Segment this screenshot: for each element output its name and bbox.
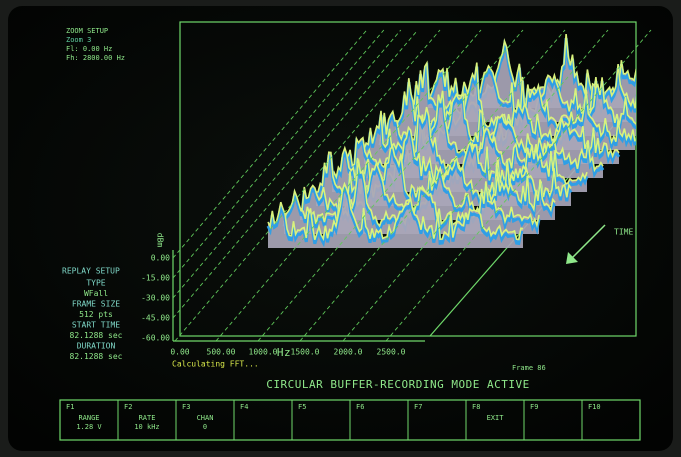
perspective-guide bbox=[174, 29, 441, 342]
items: 82.1288 sec bbox=[70, 352, 123, 361]
time-arrow bbox=[569, 224, 606, 261]
perspective-guide bbox=[299, 29, 566, 342]
lines: 0 bbox=[203, 423, 207, 431]
fh: Fh: 2800.00 Hz bbox=[66, 54, 125, 62]
x-labels: 1000.0 bbox=[249, 348, 278, 357]
key: F1 bbox=[66, 403, 74, 411]
y-labels: -60.00 bbox=[141, 334, 170, 343]
key: F7 bbox=[414, 403, 422, 411]
key: F2 bbox=[124, 403, 132, 411]
perspective-guide bbox=[172, 29, 368, 259]
x-labels: 1500.0 bbox=[291, 348, 320, 357]
zoom: Zoom 3 bbox=[66, 36, 91, 44]
items: TYPE bbox=[86, 279, 105, 288]
title: REPLAY SETUP bbox=[62, 267, 120, 276]
key: F5 bbox=[298, 403, 306, 411]
y-labels: -45.00 bbox=[141, 314, 170, 323]
y-unit: dBm bbox=[156, 233, 165, 248]
perspective-guide bbox=[172, 29, 402, 299]
items: WFall bbox=[84, 289, 108, 298]
waterfall-trace bbox=[267, 181, 524, 242]
y-labels: -15.00 bbox=[141, 274, 170, 283]
time-label: TIME bbox=[614, 228, 633, 237]
function-key[interactable] bbox=[581, 399, 641, 441]
waterfall bbox=[266, 34, 636, 248]
items: 82.1288 sec bbox=[70, 331, 123, 340]
perspective-guide bbox=[342, 29, 609, 342]
x-labels: 0.00 bbox=[170, 348, 189, 357]
key: F8 bbox=[472, 403, 480, 411]
title: ZOOM SETUP bbox=[66, 27, 108, 35]
mode: CIRCULAR BUFFER-RECORDING MODE ACTIVE bbox=[266, 378, 530, 391]
key: F10 bbox=[588, 403, 601, 411]
status: Calculating FFT... bbox=[172, 360, 259, 369]
x-unit: Hz bbox=[277, 346, 291, 359]
perspective-guide bbox=[172, 29, 385, 279]
y-labels: -30.00 bbox=[141, 294, 170, 303]
lines: RANGE bbox=[78, 414, 99, 422]
x-labels: 2500.0 bbox=[377, 348, 406, 357]
plot-frame bbox=[179, 21, 637, 337]
items: START TIME bbox=[72, 321, 120, 330]
lines: 10 kHz bbox=[134, 423, 159, 431]
perspective-guide bbox=[215, 29, 482, 342]
lines: EXIT bbox=[487, 414, 505, 422]
items: FRAME SIZE bbox=[72, 300, 120, 309]
fl: Fl: 0.00 Hz bbox=[66, 45, 112, 53]
perspective-guide bbox=[385, 29, 652, 342]
items: DURATION bbox=[77, 342, 116, 351]
key: F6 bbox=[356, 403, 364, 411]
lines: 1.28 V bbox=[76, 423, 102, 431]
items: 512 pts bbox=[79, 310, 113, 319]
lines: CHAN bbox=[197, 414, 214, 422]
key: F4 bbox=[240, 403, 248, 411]
perspective-guide bbox=[257, 29, 524, 342]
y-labels: 0.00 bbox=[151, 254, 170, 263]
x-labels: 500.00 bbox=[207, 348, 236, 357]
frame: Frame 86 bbox=[512, 364, 546, 372]
key: F3 bbox=[182, 403, 190, 411]
x-labels: 2000.0 bbox=[334, 348, 363, 357]
time-arrow-head bbox=[566, 252, 578, 264]
lines: RATE bbox=[139, 414, 156, 422]
key: F9 bbox=[530, 403, 538, 411]
